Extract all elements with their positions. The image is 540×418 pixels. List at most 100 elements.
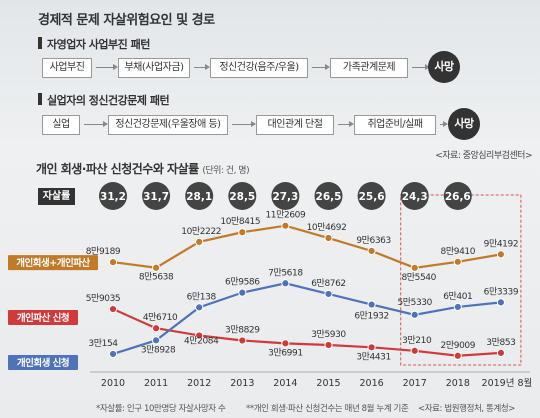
legend-label: 개인파산 신청 bbox=[17, 312, 69, 324]
data-label: 4만6710 bbox=[143, 312, 178, 323]
path1-step-2: 부채(사업자금) bbox=[118, 58, 190, 78]
suicide-rate-circle bbox=[228, 182, 257, 210]
data-point bbox=[324, 289, 333, 299]
data-point bbox=[367, 343, 376, 352]
x-tick-label: 2011 bbox=[144, 378, 168, 389]
chart-title: 개인 회생·파산 신청건수와 자살률 (단위: 건, 명) bbox=[36, 160, 250, 177]
data-point bbox=[496, 250, 505, 259]
path2-step-4: 취업준비/실패 bbox=[354, 115, 436, 135]
data-label: 3만210 bbox=[402, 335, 432, 346]
suicide-rate-circle bbox=[99, 182, 127, 210]
suicide-rate-value: 31,2 bbox=[100, 191, 126, 203]
data-point bbox=[152, 336, 161, 345]
series-tag-1 bbox=[8, 310, 78, 326]
x-tick-label: 2017 bbox=[403, 378, 427, 389]
data-point bbox=[496, 348, 505, 357]
path2-step-1: 실업 bbox=[42, 115, 80, 135]
data-point bbox=[152, 324, 161, 333]
source-court: <자료: 법원행정처, 통계청> bbox=[418, 404, 516, 414]
data-label: 8만9189 bbox=[86, 246, 121, 257]
data-point bbox=[195, 331, 204, 340]
path1-heading: 자영업자 사업부진 패턴 bbox=[38, 36, 150, 52]
section-marker bbox=[38, 93, 42, 105]
page-title: 경제적 문제 자살위험요인 및 경로 bbox=[38, 13, 215, 28]
chart-title-text: 개인 회생·파산 신청건수와 자살률 bbox=[36, 162, 199, 176]
suicide-rate-circle bbox=[357, 182, 386, 210]
suicide-rate-value: 28,1 bbox=[186, 191, 212, 203]
data-label: 6만401 bbox=[443, 291, 472, 302]
suicide-rate-value: 26,6 bbox=[445, 191, 471, 203]
unit-label: (단위: 건, 명) bbox=[202, 166, 250, 176]
data-point bbox=[281, 221, 290, 230]
path1-arrow-4 bbox=[412, 64, 430, 70]
data-label: 3만5930 bbox=[311, 329, 346, 340]
data-label: 10만8415 bbox=[220, 216, 260, 227]
suicide-rate-value: 25,6 bbox=[359, 191, 385, 203]
data-point bbox=[195, 303, 204, 312]
suicide-rate-circle bbox=[400, 182, 429, 210]
data-point bbox=[410, 263, 419, 272]
path1-death-badge: 사망 bbox=[428, 51, 460, 83]
data-label: 6만8762 bbox=[311, 278, 346, 289]
path1-step-3: 정신건강(음주/우울) bbox=[210, 58, 308, 78]
data-point bbox=[453, 257, 462, 266]
suicide-rate-value: 31,7 bbox=[143, 191, 169, 203]
footnote-suicide-rate: *자살률: 인구 10만명당 자살사망자 수 bbox=[96, 404, 226, 414]
path2-death-badge: 사망 bbox=[448, 108, 480, 140]
suicide-rate-value: 27,3 bbox=[272, 191, 298, 203]
data-point bbox=[367, 246, 376, 256]
data-label: 8만5638 bbox=[139, 272, 174, 283]
data-label: 6만138 bbox=[187, 291, 217, 302]
x-tick-label: 2018 bbox=[446, 378, 470, 389]
data-point bbox=[108, 258, 118, 267]
data-point bbox=[367, 300, 376, 309]
legend-label: 개인회생+개인파산 bbox=[16, 257, 90, 269]
data-point bbox=[324, 233, 333, 243]
data-point bbox=[238, 288, 247, 297]
series-line-1 bbox=[112, 308, 501, 357]
x-tick-label: 2019년 8월 bbox=[482, 377, 533, 389]
suicide-rate-value: 28,5 bbox=[229, 191, 255, 203]
path2-arrow-3 bbox=[338, 121, 354, 127]
data-point bbox=[324, 340, 333, 350]
data-label: 3만8928 bbox=[141, 344, 176, 355]
data-label: 7만5618 bbox=[268, 267, 303, 278]
path1-arrow-2 bbox=[194, 64, 210, 70]
path2-arrow-1 bbox=[84, 121, 108, 127]
source-psych-autopsy: <자료: 중앙심리부검센터> bbox=[435, 151, 532, 161]
data-label: 10만2222 bbox=[181, 226, 221, 237]
data-point bbox=[238, 228, 247, 237]
path2-step-3: 대인관계 단절 bbox=[256, 115, 334, 135]
data-label: 6만9586 bbox=[225, 277, 260, 288]
data-label: 3만6991 bbox=[268, 347, 303, 358]
data-label: 4만2084 bbox=[184, 335, 219, 346]
data-point bbox=[108, 304, 118, 314]
path2-step-2: 정신건강문제(우울장애 등) bbox=[108, 115, 228, 135]
data-point bbox=[281, 279, 290, 288]
path1-step-1: 사업부진 bbox=[42, 58, 92, 78]
suicide-rate-circle bbox=[185, 182, 214, 210]
x-tick-label: 2016 bbox=[360, 378, 384, 389]
data-label: 10만4692 bbox=[307, 222, 347, 233]
suicide-rate-value: 24,3 bbox=[402, 191, 428, 203]
x-tick-label: 2010 bbox=[101, 378, 125, 389]
suicide-rate-circle bbox=[443, 182, 472, 210]
section-marker bbox=[38, 37, 42, 49]
series-line-2 bbox=[112, 282, 502, 356]
suicide-rate-circle bbox=[271, 182, 300, 210]
data-point bbox=[108, 349, 118, 359]
data-point bbox=[496, 298, 505, 307]
path1-heading-text: 자영업자 사업부진 패턴 bbox=[47, 38, 150, 51]
x-tick-label: 2015 bbox=[316, 378, 340, 389]
data-point bbox=[281, 339, 290, 348]
data-label: 6만3339 bbox=[484, 286, 519, 297]
data-label: 3만4431 bbox=[356, 351, 391, 362]
data-label: 8만9410 bbox=[441, 246, 476, 257]
x-tick-label: 2012 bbox=[187, 378, 211, 389]
data-label: 3만154 bbox=[88, 338, 118, 349]
suicide-rate-circle bbox=[142, 182, 171, 210]
data-label: 6만1932 bbox=[354, 311, 389, 322]
x-tick-label: 2013 bbox=[230, 378, 254, 389]
data-point bbox=[238, 336, 247, 345]
